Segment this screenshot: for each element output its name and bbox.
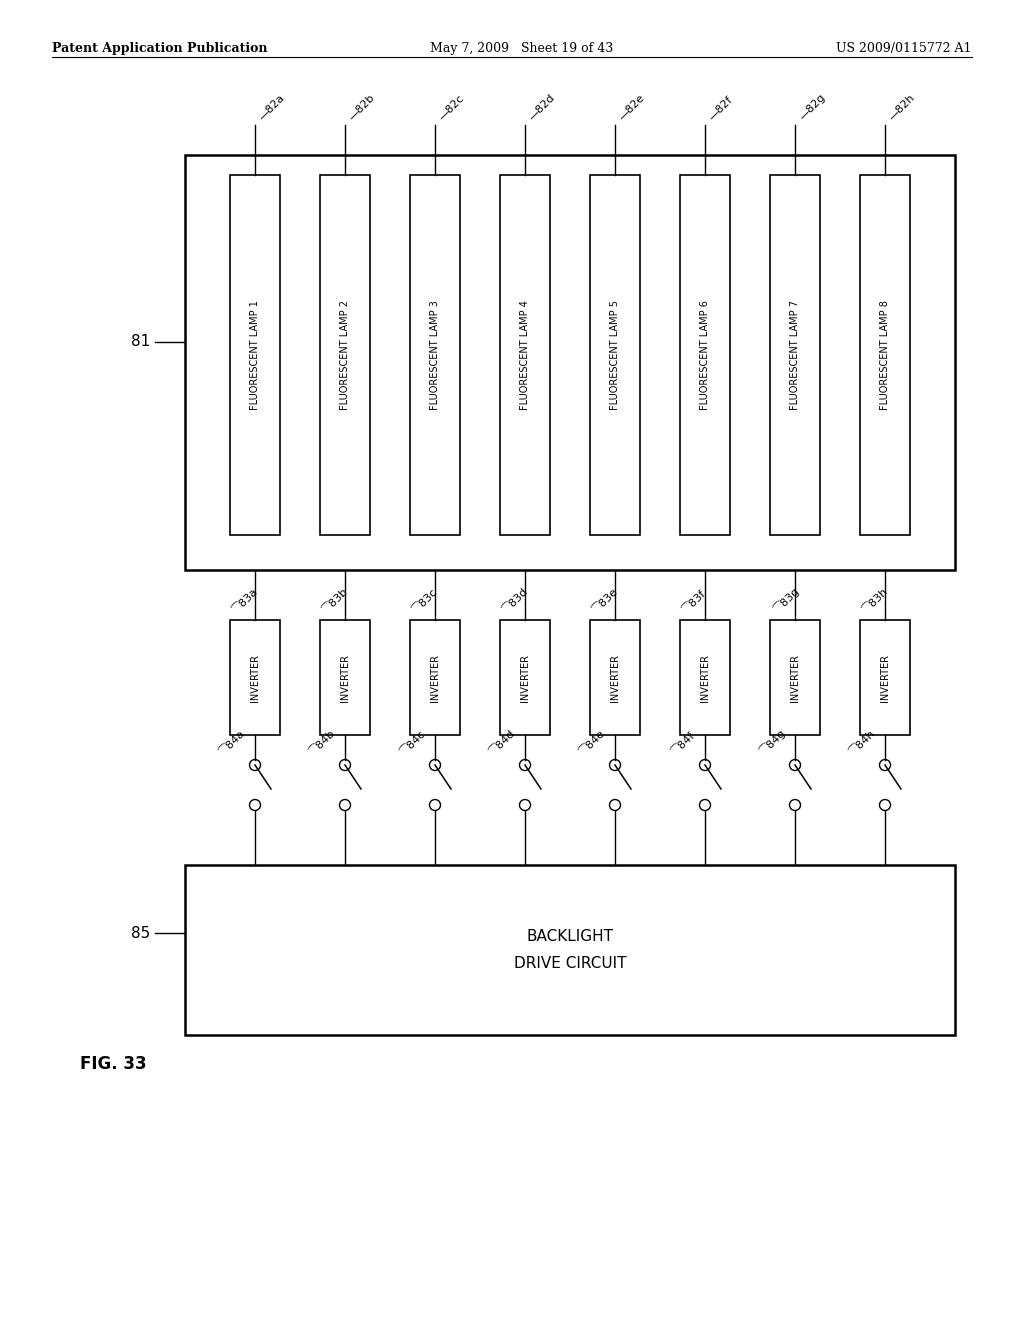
Bar [500,620,550,735]
Text: INVERTER: INVERTER [700,653,710,701]
Text: INVERTER: INVERTER [430,653,440,701]
Text: FIG. 33: FIG. 33 [80,1055,146,1073]
Bar [319,620,370,735]
Bar [590,620,640,735]
Text: ⁀84f: ⁀84f [671,731,697,756]
Text: ⁀84g: ⁀84g [758,727,787,756]
Text: —82h: —82h [887,92,918,121]
Text: FLUORESCENT LAMP 3: FLUORESCENT LAMP 3 [430,300,440,411]
Text: —82g: —82g [797,92,827,121]
Text: ⁀84b: ⁀84b [309,729,338,756]
Text: ⁀83g: ⁀83g [772,585,802,615]
Text: —82c: —82c [437,92,466,121]
Text: FLUORESCENT LAMP 4: FLUORESCENT LAMP 4 [520,300,530,411]
Text: FLUORESCENT LAMP 1: FLUORESCENT LAMP 1 [250,300,260,411]
Bar [185,865,955,1035]
Text: INVERTER: INVERTER [520,653,530,701]
Text: —82e: —82e [617,92,647,121]
Bar [230,620,280,735]
Text: ⁀84a: ⁀84a [219,729,248,756]
Text: 85: 85 [131,925,150,940]
Text: ⁀84d: ⁀84d [488,729,517,756]
Text: ⁀83c: ⁀83c [412,587,439,615]
Text: FLUORESCENT LAMP 7: FLUORESCENT LAMP 7 [790,300,800,411]
Text: —82a: —82a [257,92,287,121]
Bar [860,176,910,535]
Bar [770,620,820,735]
Text: ⁀84e: ⁀84e [580,729,607,756]
Text: FLUORESCENT LAMP 2: FLUORESCENT LAMP 2 [340,300,350,411]
Bar [680,176,730,535]
Text: ⁀83a: ⁀83a [232,586,260,615]
Text: —82b: —82b [347,92,377,121]
Text: BACKLIGHT
DRIVE CIRCUIT: BACKLIGHT DRIVE CIRCUIT [514,929,627,972]
Bar [410,176,460,535]
Text: ⁀83f: ⁀83f [682,589,709,615]
Bar [230,176,280,535]
Bar [860,620,910,735]
Text: ⁀83d: ⁀83d [502,586,530,615]
Text: INVERTER: INVERTER [610,653,620,701]
Text: INVERTER: INVERTER [790,653,800,701]
Text: May 7, 2009   Sheet 19 of 43: May 7, 2009 Sheet 19 of 43 [430,42,613,55]
Text: ⁀83e: ⁀83e [592,586,621,615]
Text: FLUORESCENT LAMP 8: FLUORESCENT LAMP 8 [880,300,890,411]
Text: FLUORESCENT LAMP 5: FLUORESCENT LAMP 5 [610,300,620,411]
Text: US 2009/0115772 A1: US 2009/0115772 A1 [837,42,972,55]
Text: ⁀84h: ⁀84h [849,729,878,756]
Text: INVERTER: INVERTER [880,653,890,701]
Text: INVERTER: INVERTER [340,653,350,701]
Bar [410,620,460,735]
Text: FLUORESCENT LAMP 6: FLUORESCENT LAMP 6 [700,300,710,411]
Bar [185,154,955,570]
Text: INVERTER: INVERTER [250,653,260,701]
Text: ⁀83b: ⁀83b [322,586,350,615]
Text: —82f: —82f [707,94,735,121]
Text: ⁀84c: ⁀84c [399,729,427,756]
Text: 81: 81 [131,334,150,350]
Text: Patent Application Publication: Patent Application Publication [52,42,267,55]
Bar [680,620,730,735]
Bar [770,176,820,535]
Bar [590,176,640,535]
Text: —82d: —82d [527,92,557,121]
Text: ⁀83h: ⁀83h [862,586,891,615]
Bar [319,176,370,535]
Bar [500,176,550,535]
